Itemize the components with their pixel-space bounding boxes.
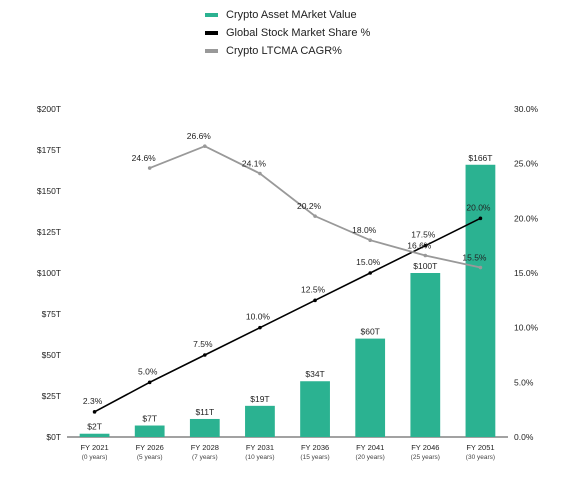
x-tick-label: FY 2021 [80,443,108,452]
legend-item-stock-market-share: Global Stock Market Share % [205,24,370,42]
y-right-tick-label: 30.0% [514,104,539,114]
bar [245,405,275,437]
legend: Crypto Asset MArket Value Global Stock M… [205,6,370,60]
bar-value-label: $100T [413,261,437,271]
bar-value-label: $7T [142,414,157,424]
line-point [147,166,152,170]
bar [134,425,165,437]
y-left-tick-label: $0T [46,432,61,442]
y-left-tick-label: $200T [37,104,61,114]
bar-value-label: $11T [195,407,214,417]
line-point [423,243,428,248]
line-point [368,238,372,242]
line-data-label: 20.0% [466,202,491,212]
line-point [313,214,317,218]
legend-item-ltcma-cagr: Crypto LTCMA CAGR% [205,42,370,60]
x-tick-label: FY 2051 [466,443,494,452]
x-tick-label: FY 2036 [301,443,329,452]
line-point [258,171,262,176]
legend-swatch-crypto-market-value [205,13,218,17]
bar [79,433,110,437]
x-tick-sublabel: (5 years) [137,454,163,461]
x-tick-sublabel: (7 years) [192,454,218,461]
x-tick-sublabel: (25 years) [411,454,440,461]
line-data-label: 15.0% [356,257,381,267]
bar-value-label: $2T [87,422,102,432]
line-point [478,265,483,270]
x-tick-label: FY 2031 [246,443,274,452]
line-point [203,144,207,148]
x-tick-sublabel: (10 years) [245,454,274,461]
x-tick-sublabel: (20 years) [356,454,385,461]
x-tick-label: FY 2046 [411,443,439,452]
line-point [258,325,262,330]
line-point [478,216,483,221]
bar-value-label: $166T [468,153,492,163]
x-tick-label: FY 2041 [356,443,384,452]
bar [465,164,496,437]
line-data-label: 7.5% [193,339,213,349]
line-data-label: 24.6% [132,153,157,163]
line-data-label: 17.5% [411,230,436,240]
bar-value-label: $19T [250,394,269,404]
legend-label-crypto-market-value: Crypto Asset MArket Value [226,9,357,21]
y-right-tick-label: 25.0% [514,159,539,169]
bar-value-label: $60T [361,327,380,337]
line-data-label: 10.0% [246,312,271,322]
legend-label-stock-market-share: Global Stock Market Share % [226,27,371,39]
x-tick-label: FY 2026 [136,443,164,452]
bar [355,338,386,437]
y-left-tick-label: $75T [42,309,61,319]
x-tick-sublabel: (15 years) [300,454,329,461]
line-point [147,380,152,385]
line-point [423,253,428,258]
line-point [92,410,97,414]
y-left-tick-label: $25T [42,391,61,401]
series-line [94,217,481,413]
y-right-tick-label: 0.0% [514,432,534,442]
line-data-label: 5.0% [138,366,158,376]
y-left-tick-label: $100T [37,268,61,278]
y-right-tick-label: 10.0% [514,323,539,333]
line-data-label: 2.3% [83,396,103,406]
line-data-label: 15.5% [462,253,487,263]
line-point [368,271,372,275]
line-data-label: 26.6% [187,131,212,141]
legend-label-ltcma-cagr: Crypto LTCMA CAGR% [226,45,342,57]
line-data-label: 12.5% [301,284,326,294]
y-right-tick-label: 20.0% [514,213,539,223]
y-left-tick-label: $175T [37,145,61,155]
x-tick-sublabel: (0 years) [82,454,108,461]
line-data-label: 18.0% [352,225,377,235]
y-left-tick-label: $125T [37,227,61,237]
x-tick-sublabel: (30 years) [466,454,495,461]
y-right-tick-label: 5.0% [514,377,534,387]
bar [410,273,441,437]
bar [189,418,220,437]
line-data-label: 24.1% [242,159,267,169]
line-data-label: 20.2% [297,201,322,211]
y-left-tick-label: $150T [37,186,61,196]
line-point [313,298,317,303]
y-right-tick-label: 15.0% [514,268,539,278]
bar-value-label: $34T [305,369,324,379]
legend-swatch-ltcma-cagr [205,49,218,53]
line-data-label: 16.6% [407,241,432,251]
legend-swatch-stock-market-share [205,31,218,35]
line-point [203,353,207,357]
legend-item-crypto-market-value: Crypto Asset MArket Value [205,6,370,24]
x-tick-label: FY 2028 [191,443,219,452]
bar [300,381,330,437]
y-left-tick-label: $50T [42,350,61,360]
